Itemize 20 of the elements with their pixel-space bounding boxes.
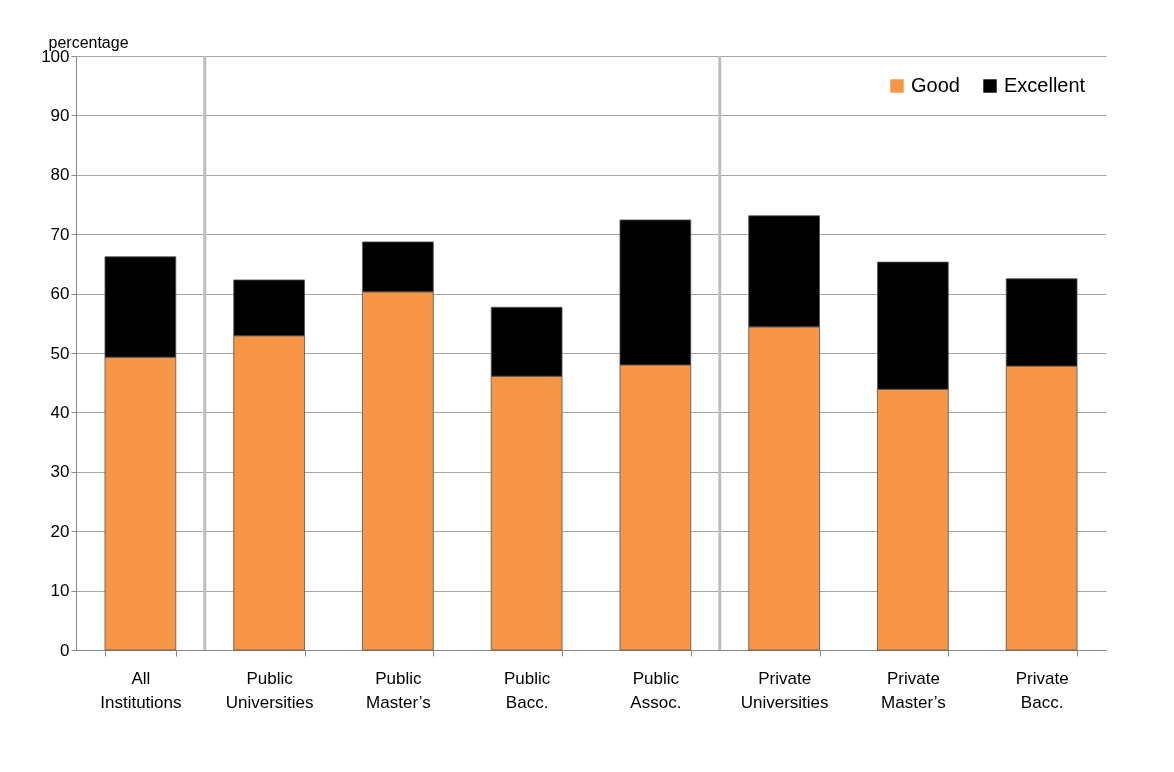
legend-label: Good	[911, 74, 960, 96]
y-tick-label: 20	[50, 521, 70, 541]
legend-label: Excellent	[1004, 74, 1086, 96]
x-tick-label: Private Bacc.	[1015, 668, 1069, 712]
y-tick-label: 40	[50, 402, 70, 422]
y-tick-label: 80	[50, 165, 70, 185]
y-tick-label: 70	[50, 224, 70, 244]
x-tick-label: Private Master’s	[881, 668, 946, 712]
y-tick-label: 0	[60, 640, 70, 660]
x-tick-label: Public Master’s	[366, 668, 431, 712]
y-tick-label: 90	[50, 105, 70, 125]
x-tick-label: Public Assoc.	[630, 668, 682, 712]
x-tick-label: Private Universities	[740, 668, 829, 712]
y-tick-label: 10	[50, 581, 70, 601]
x-tick-label: All Institutions	[100, 668, 182, 712]
x-tick-label: Public Bacc.	[503, 668, 551, 712]
y-tick-label: 50	[50, 343, 70, 363]
y-tick-label: 60	[50, 284, 70, 304]
x-tick-label: Public Universities	[225, 668, 314, 712]
y-tick-label: 30	[50, 462, 70, 482]
